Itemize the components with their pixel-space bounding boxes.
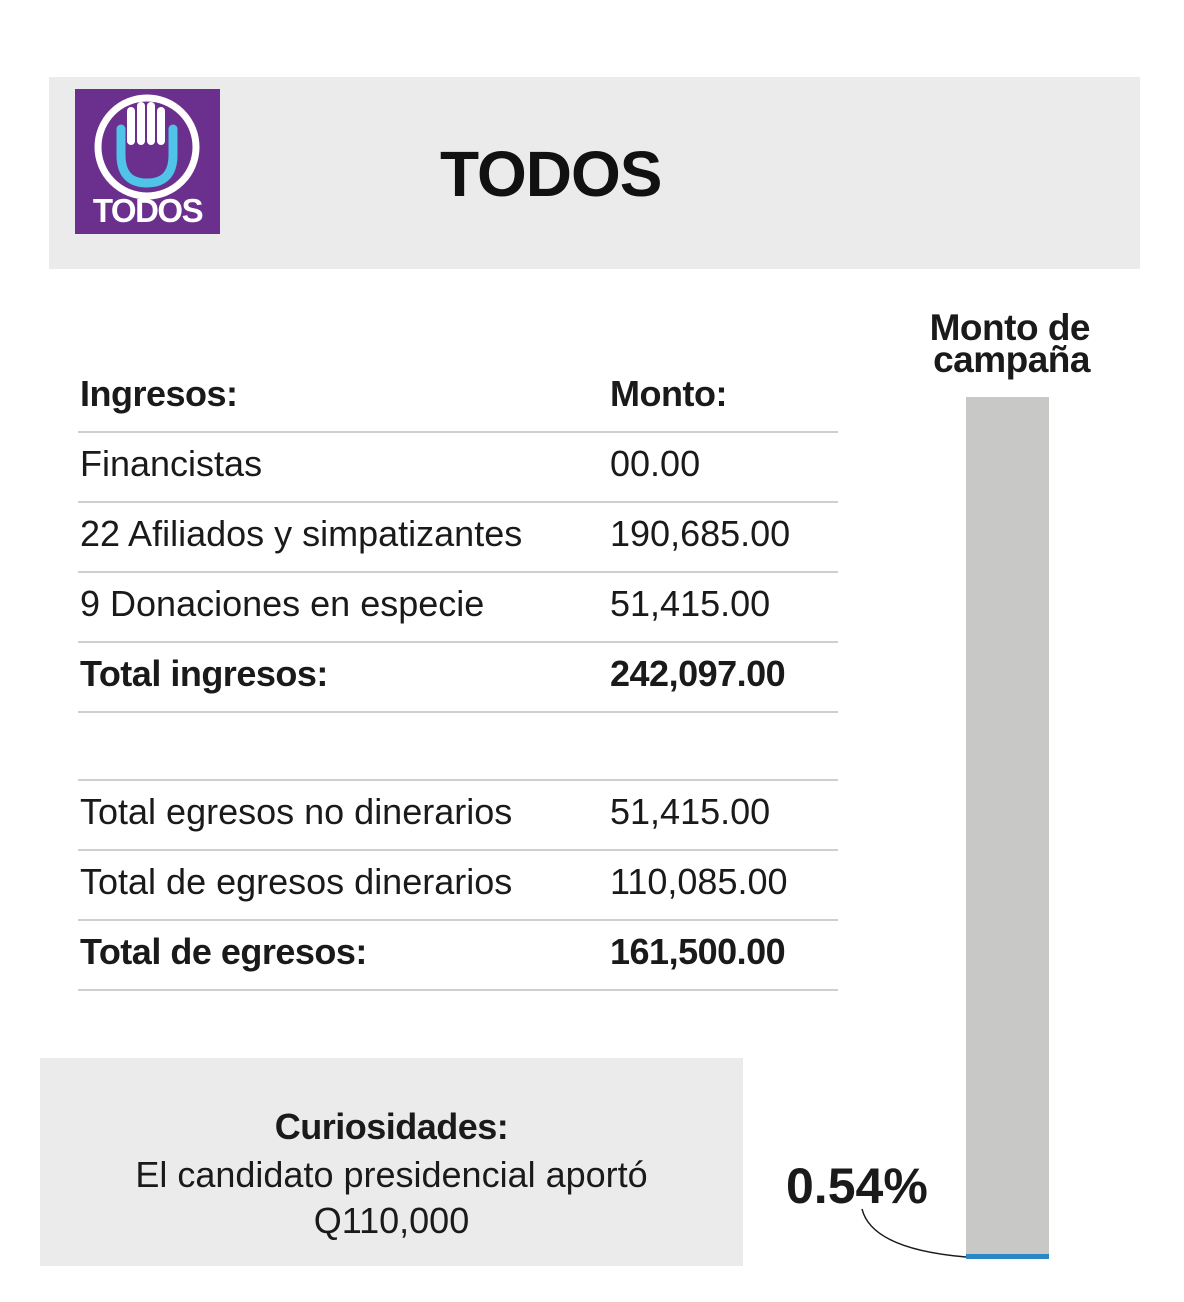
curiosidades-box: Curiosidades: El candidato presidencial … [40, 1058, 743, 1266]
party-title: TODOS [440, 138, 662, 210]
table-row: Total egresos no dinerarios 51,415.00 [78, 779, 838, 851]
table-row: 9 Donaciones en especie 51,415.00 [78, 573, 838, 643]
row-label: 9 Donaciones en especie [80, 583, 485, 624]
campaign-bar-fill [966, 1254, 1049, 1259]
party-logo: TODOS [75, 89, 220, 234]
total-egresos-label: Total de egresos: [80, 931, 367, 972]
total-ingresos-value: 242,097.00 [610, 653, 786, 694]
ingresos-header-label: Ingresos: [80, 373, 238, 414]
curiosidades-text: El candidato presidencial aportó Q110,00… [135, 1154, 648, 1241]
total-egresos-row: Total de egresos: 161,500.00 [78, 921, 838, 991]
row-label: Financistas [80, 443, 263, 484]
row-label: Total egresos no dinerarios [80, 791, 513, 832]
campaign-bar-track [966, 397, 1049, 1259]
curiosidades-title: Curiosidades: [274, 1106, 509, 1147]
row-value: 51,415.00 [610, 791, 771, 832]
ingresos-table: Ingresos: Monto: Financistas 00.00 22 Af… [78, 362, 838, 713]
row-label: 22 Afiliados y simpatizantes [80, 513, 523, 554]
total-ingresos-label: Total ingresos: [80, 653, 328, 694]
header-band [49, 77, 1140, 269]
campaign-bar-label: Monto de campaña [929, 307, 1091, 380]
table-row: Total de egresos dinerarios 110,085.00 [78, 851, 838, 921]
row-label: Total de egresos dinerarios [80, 861, 513, 902]
monto-header-label: Monto: [610, 373, 727, 414]
row-value: 110,085.00 [610, 861, 788, 902]
total-ingresos-row: Total ingresos: 242,097.00 [78, 643, 838, 713]
table-row: 22 Afiliados y simpatizantes 190,685.00 [78, 503, 838, 573]
row-value: 00.00 [610, 443, 701, 484]
total-egresos-value: 161,500.00 [610, 931, 786, 972]
row-value: 190,685.00 [610, 513, 791, 554]
logo-text: TODOS [92, 192, 204, 229]
percent-leader-line [861, 1208, 967, 1258]
row-value: 51,415.00 [610, 583, 771, 624]
campaign-percent: 0.54% [786, 1158, 928, 1214]
egresos-table: Total egresos no dinerarios 51,415.00 To… [78, 779, 838, 991]
ingresos-header-row: Ingresos: Monto: [78, 362, 838, 433]
raised-hand-icon [94, 94, 200, 200]
table-row: Financistas 00.00 [78, 433, 838, 503]
